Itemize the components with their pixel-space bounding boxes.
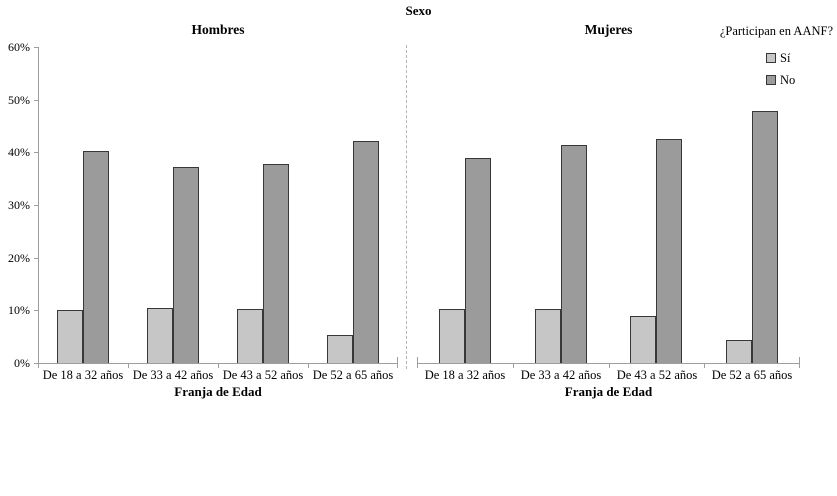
y-tick-label: 60% bbox=[8, 40, 30, 54]
x-tick-label: De 18 a 32 años bbox=[424, 368, 506, 382]
legend-item-no: No bbox=[766, 69, 833, 91]
legend-item-label: Sí bbox=[780, 50, 791, 65]
x-tick-label: De 52 a 65 años bbox=[312, 368, 394, 382]
x-tick-label: De 52 a 65 años bbox=[711, 368, 793, 382]
y-tick-label: 30% bbox=[8, 198, 30, 212]
legend-item-si: Sí bbox=[766, 47, 833, 69]
bar-no-group-1 bbox=[561, 145, 587, 363]
panel-edge-tick bbox=[417, 357, 418, 363]
bar-si-group-3 bbox=[327, 335, 353, 363]
legend-item-label: No bbox=[780, 72, 796, 87]
y-tick-label: 10% bbox=[8, 303, 30, 317]
x-axis-tick bbox=[128, 364, 129, 368]
panel-title-mujeres: Mujeres bbox=[584, 22, 633, 37]
y-axis-tick bbox=[34, 363, 39, 364]
bar-no-group-2 bbox=[656, 139, 682, 363]
x-tick-label: De 18 a 32 años bbox=[42, 368, 124, 382]
x-axis-tick bbox=[397, 364, 398, 368]
y-axis-tick bbox=[34, 205, 39, 206]
bar-si-group-2 bbox=[237, 309, 263, 363]
x-axis-tick bbox=[308, 364, 309, 368]
bar-no-group-1 bbox=[173, 167, 199, 363]
legend-items: Sí No bbox=[688, 47, 833, 91]
panel-edge-tick bbox=[799, 357, 800, 363]
legend: ¿Participan en AANF? Sí No bbox=[688, 24, 833, 91]
x-axis-tick bbox=[513, 364, 514, 368]
panel-divider-dashed-line bbox=[406, 45, 407, 369]
plot-hombres: De 18 a 32 años De 33 a 42 años De 43 a 52… bbox=[38, 47, 398, 382]
x-axis-tick bbox=[218, 364, 219, 368]
x-axis-title-mujeres: Franja de Edad bbox=[564, 384, 653, 399]
legend-swatch-icon bbox=[766, 75, 776, 85]
bar-no-group-3 bbox=[353, 141, 379, 363]
x-axis-tick bbox=[38, 364, 39, 368]
x-tick-label: De 33 a 42 años bbox=[132, 368, 214, 382]
x-axis-tick bbox=[417, 364, 418, 368]
y-axis-tick bbox=[34, 100, 39, 101]
chart-title: Sexo bbox=[405, 3, 432, 18]
y-axis-tick bbox=[34, 310, 39, 311]
legend-swatch-icon bbox=[766, 53, 776, 63]
y-tick-label: 50% bbox=[8, 93, 30, 107]
x-tick-label: De 33 a 42 años bbox=[520, 368, 602, 382]
x-axis-title-hombres: Franja de Edad bbox=[174, 384, 262, 399]
x-axis-tick bbox=[609, 364, 610, 368]
bar-si-group-1 bbox=[535, 309, 561, 363]
y-tick-label: 20% bbox=[8, 251, 30, 265]
bar-no-group-3 bbox=[752, 111, 778, 363]
bar-si-group-0 bbox=[57, 310, 83, 363]
bar-si-group-3 bbox=[726, 340, 752, 363]
x-tick-label: De 43 a 52 años bbox=[616, 368, 698, 382]
panel-title-hombres: Hombres bbox=[191, 22, 245, 37]
bar-no-group-2 bbox=[263, 164, 289, 363]
bar-si-group-0 bbox=[439, 309, 465, 363]
y-axis-tick bbox=[34, 47, 39, 48]
panel-edge-tick bbox=[397, 357, 398, 363]
x-tick-label: De 43 a 52 años bbox=[222, 368, 304, 382]
y-tick-label: 40% bbox=[8, 145, 30, 159]
legend-title: ¿Participan en AANF? bbox=[719, 24, 833, 38]
bar-si-group-2 bbox=[630, 316, 656, 363]
bar-no-group-0 bbox=[465, 158, 491, 363]
y-tick-label: 0% bbox=[14, 356, 30, 370]
y-axis-tick bbox=[34, 258, 39, 259]
plot-mujeres: De 18 a 32 años De 33 a 42 años De 43 a 52… bbox=[417, 47, 800, 382]
x-axis-tick bbox=[799, 364, 800, 368]
x-axis-tick bbox=[704, 364, 705, 368]
bar-no-group-0 bbox=[83, 151, 109, 363]
bar-si-group-1 bbox=[147, 308, 173, 363]
y-axis-tick bbox=[34, 152, 39, 153]
